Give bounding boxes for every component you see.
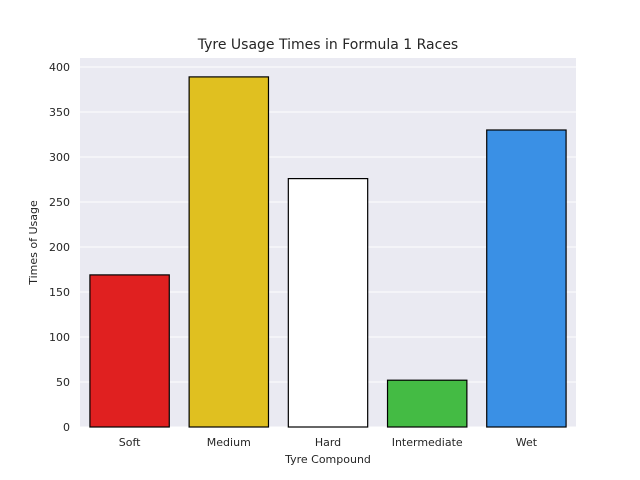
- x-tick-label: Medium: [207, 436, 251, 449]
- bar-intermediate: [386, 379, 468, 428]
- x-tick-label: Wet: [516, 436, 538, 449]
- y-tick-label: 0: [63, 421, 70, 434]
- y-tick-label: 400: [49, 61, 70, 74]
- y-tick-label: 350: [49, 106, 70, 119]
- y-tick-label: 50: [56, 376, 70, 389]
- x-tick-label: Soft: [119, 436, 141, 449]
- y-tick-label: 200: [49, 241, 70, 254]
- x-tick-label: Hard: [315, 436, 341, 449]
- y-ticks: 0 50 100 150 200 250 300 350 400: [49, 61, 70, 434]
- x-axis-label: Tyre Compound: [284, 453, 371, 466]
- bar-soft: [89, 274, 170, 428]
- y-tick-label: 250: [49, 196, 70, 209]
- y-axis-label: Times of Usage: [27, 200, 40, 286]
- bar-hard: [287, 178, 369, 428]
- chart-title: Tyre Usage Times in Formula 1 Races: [197, 37, 458, 53]
- bar-medium: [188, 76, 270, 428]
- x-ticks: Soft Medium Hard Intermediate Wet: [119, 436, 538, 449]
- bar-wet: [486, 129, 567, 428]
- y-tick-label: 150: [49, 286, 70, 299]
- y-tick-label: 300: [49, 151, 70, 164]
- y-tick-label: 100: [49, 331, 70, 344]
- x-tick-label: Intermediate: [392, 436, 463, 449]
- bars: [89, 76, 567, 428]
